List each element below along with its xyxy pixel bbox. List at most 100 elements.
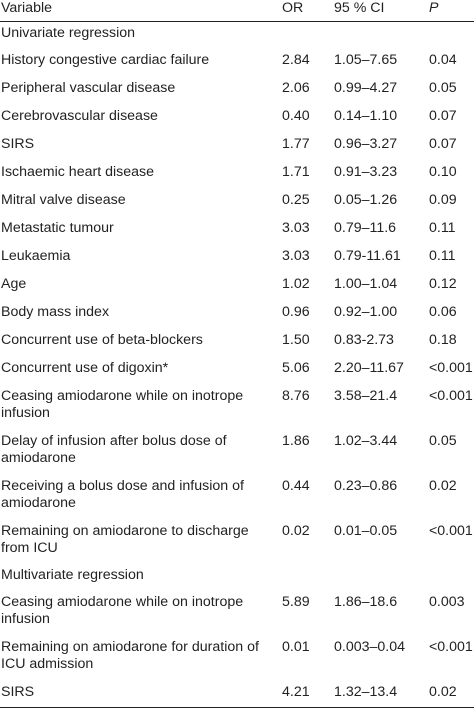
ci-cell: 0.003–0.04	[334, 638, 406, 655]
p-cell: 0.02	[429, 679, 474, 708]
table-row: Ceasing amiodarone while on inotrope inf…	[0, 384, 474, 429]
or-cell: 0.25	[282, 191, 310, 208]
ci-cell: 0.79–11.6	[334, 219, 397, 236]
variable-cell: History congestive cardiac failure	[1, 51, 210, 68]
ci-cell: 0.99–4.27	[334, 79, 398, 96]
ci-cell: 0.05–1.26	[334, 191, 398, 208]
or-cell: 0.96	[282, 303, 310, 320]
section-title: Multivariate regression	[1, 566, 144, 583]
or-cell: 0.40	[282, 107, 310, 124]
or-cell: 5.06	[282, 359, 310, 376]
section-row-univariate: Univariate regression	[0, 22, 474, 48]
variable-cell: Body mass index	[1, 303, 110, 320]
ci-cell: 1.02–3.44	[334, 432, 398, 449]
or-cell: 1.77	[282, 135, 310, 152]
variable-cell: Delay of infusion after bolus dose of am…	[1, 432, 227, 466]
or-cell: 0.02	[282, 522, 310, 539]
variable-cell: SIRS	[0, 679, 282, 708]
table-row: SIRS 1.77 0.96–3.27 0.07	[0, 132, 474, 160]
variable-cell: Concurrent use of digoxin*	[1, 359, 169, 376]
table-row: Remaining on amiodarone to discharge fro…	[0, 519, 474, 564]
ci-cell: 0.92–1.00	[334, 303, 398, 320]
ci-cell: 3.58–21.4	[334, 387, 398, 404]
ci-cell: 1.32–13.4	[334, 679, 429, 708]
p-cell: 0.07	[429, 135, 457, 152]
section-row-multivariate: Multivariate regression	[0, 564, 474, 590]
variable-cell: Cerebrovascular disease	[1, 107, 158, 124]
variable-cell: SIRS	[1, 135, 35, 152]
p-cell: <0.001	[429, 638, 473, 655]
or-cell: 1.50	[282, 331, 310, 348]
or-cell: 5.89	[282, 593, 310, 610]
p-cell: 0.11	[429, 247, 456, 264]
section-title: Univariate regression	[1, 25, 136, 41]
table-row: Concurrent use of digoxin* 5.06 2.20–11.…	[0, 356, 474, 384]
or-cell: 8.76	[282, 387, 310, 404]
p-cell: 0.11	[429, 219, 456, 236]
table-row: Concurrent use of beta-blockers 1.50 0.8…	[0, 328, 474, 356]
p-cell: 0.18	[429, 331, 457, 348]
p-cell: 0.12	[429, 275, 457, 292]
p-cell: 0.04	[429, 51, 457, 68]
table-row: Mitral valve disease 0.25 0.05–1.26 0.09	[0, 188, 474, 216]
table-row: Receiving a bolus dose and infusion of a…	[0, 474, 474, 519]
ci-cell: 1.05–7.65	[334, 51, 398, 68]
p-cell: 0.06	[429, 303, 457, 320]
p-cell: <0.001	[429, 359, 473, 376]
variable-cell: Mitral valve disease	[1, 191, 126, 208]
ci-cell: 0.91–3.23	[334, 163, 398, 180]
p-cell: 0.003	[429, 593, 465, 610]
ci-cell: 0.79-11.61	[334, 247, 401, 264]
or-cell: 2.06	[282, 79, 310, 96]
variable-cell: Age	[1, 275, 27, 292]
table-row: Metastatic tumour 3.03 0.79–11.6 0.11	[0, 216, 474, 244]
table-row: Ischaemic heart disease 1.71 0.91–3.23 0…	[0, 160, 474, 188]
ci-cell: 0.01–0.05	[334, 522, 398, 539]
ci-cell: 0.14–1.10	[334, 107, 398, 124]
variable-cell: Metastatic tumour	[1, 219, 114, 236]
variable-cell: Remaining on amiodarone for duration of …	[1, 638, 259, 672]
variable-cell: Ceasing amiodarone while on inotrope inf…	[1, 593, 244, 627]
ci-cell: 0.23–0.86	[334, 477, 398, 494]
variable-cell: Peripheral vascular disease	[1, 79, 176, 96]
table-row: Delay of infusion after bolus dose of am…	[0, 429, 474, 474]
p-cell: <0.001	[429, 522, 473, 539]
header-ci: 95 % CI	[334, 0, 429, 22]
p-cell: <0.001	[429, 387, 473, 404]
ci-cell: 2.20–11.67	[334, 359, 404, 376]
or-cell: 1.02	[282, 275, 310, 292]
or-cell: 0.44	[282, 477, 310, 494]
variable-cell: Receiving a bolus dose and infusion of a…	[1, 477, 244, 511]
p-cell: 0.05	[429, 432, 457, 449]
table-row: History congestive cardiac failure 2.84 …	[0, 48, 474, 76]
or-cell: 2.84	[282, 51, 310, 68]
ci-cell: 0.83-2.73	[334, 331, 394, 348]
table-row: SIRS 4.21 1.32–13.4 0.02	[0, 679, 474, 708]
or-cell: 0.01	[282, 638, 310, 655]
variable-cell: Concurrent use of beta-blockers	[1, 331, 203, 348]
or-cell: 1.71	[282, 163, 310, 180]
header-variable: Variable	[0, 0, 282, 22]
variable-cell: Ischaemic heart disease	[1, 163, 154, 180]
table-row: Age 1.02 1.00–1.04 0.12	[0, 272, 474, 300]
ci-cell: 1.86–18.6	[334, 593, 398, 610]
p-cell: 0.05	[429, 79, 457, 96]
variable-cell: Leukaemia	[1, 247, 71, 264]
or-cell: 1.86	[282, 432, 310, 449]
table-row: Leukaemia 3.03 0.79-11.61 0.11	[0, 244, 474, 272]
table-row: Body mass index 0.96 0.92–1.00 0.06	[0, 300, 474, 328]
variable-cell: Remaining on amiodarone to discharge fro…	[1, 522, 249, 556]
or-cell: 3.03	[282, 247, 310, 264]
ci-cell: 0.96–3.27	[334, 135, 398, 152]
header-or: OR	[282, 0, 334, 22]
header-row: Variable OR 95 % CI P	[0, 0, 474, 22]
p-cell: 0.02	[429, 477, 457, 494]
ci-cell: 1.00–1.04	[334, 275, 398, 292]
or-cell: 3.03	[282, 219, 310, 236]
table-row: Cerebrovascular disease 0.40 0.14–1.10 0…	[0, 104, 474, 132]
table-row: Peripheral vascular disease 2.06 0.99–4.…	[0, 76, 474, 104]
p-cell: 0.10	[429, 163, 457, 180]
p-cell: 0.09	[429, 191, 457, 208]
table-row: Ceasing amiodarone while on inotrope inf…	[0, 590, 474, 635]
